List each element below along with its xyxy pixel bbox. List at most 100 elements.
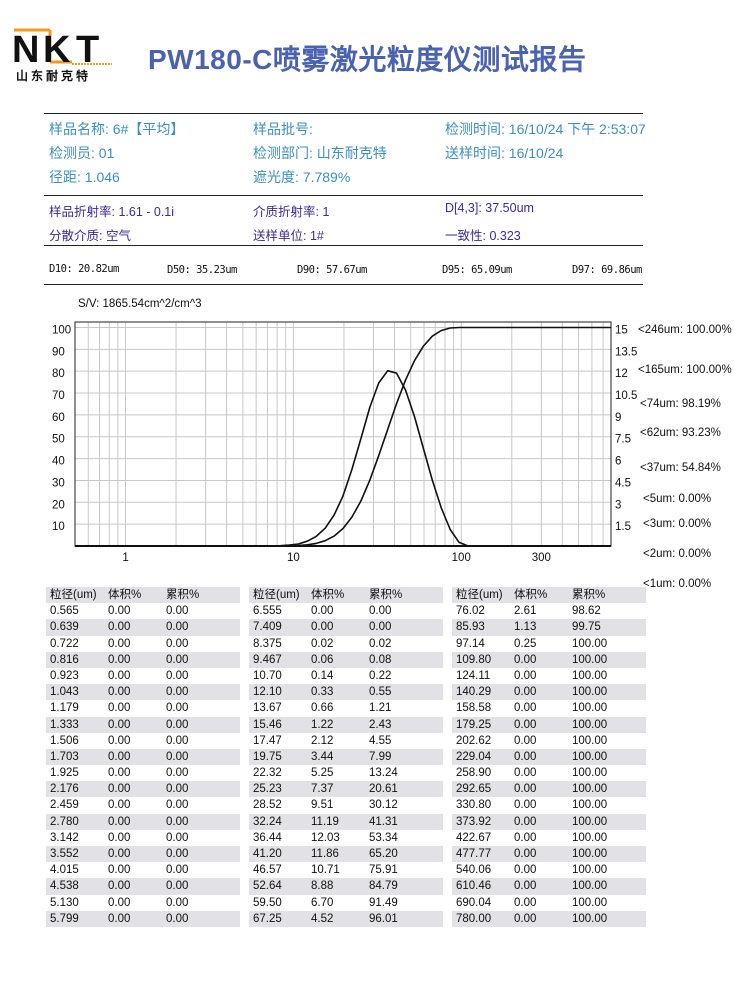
table-cell: 0.00	[108, 831, 131, 844]
table-cell: 540.06	[456, 864, 492, 877]
column-header: 累积%	[166, 589, 200, 601]
divider	[44, 195, 643, 196]
table-row: 477.77 0.00 100.00	[452, 846, 646, 863]
table-cell: 67.25	[253, 912, 282, 925]
table-row: 540.06 0.00 100.00	[452, 862, 646, 878]
send-time: 送样时间: 16/10/24	[445, 145, 564, 161]
x-tick-label: 10	[287, 552, 300, 564]
table-cell: 0.00	[514, 880, 537, 893]
table-cell: 100.00	[572, 912, 608, 925]
table-cell: 0.00	[166, 912, 189, 925]
column-header: 累积%	[572, 589, 606, 601]
table-row: 124.11 0.00 100.00	[452, 668, 646, 684]
divider	[44, 113, 643, 114]
table-cell: 11.19	[311, 815, 339, 828]
obscuration: 遮光度: 7.789%	[253, 169, 351, 185]
table-row: 0.565 0.00 0.00	[46, 603, 240, 619]
table-row: 15.46 1.22 2.43	[249, 716, 443, 733]
nkt-logo-mark: N K T	[12, 28, 112, 71]
table-cell: 1.22	[311, 718, 334, 731]
table-cell: 100.00	[572, 896, 608, 909]
table-cell: 100.00	[572, 880, 608, 893]
table-cell: 0.565	[50, 605, 79, 618]
table-row: 330.80 0.00 100.00	[452, 797, 646, 813]
table-row: 67.25 4.52 96.01	[249, 910, 443, 927]
table-row: 97.14 0.25 100.00	[452, 636, 646, 652]
table-cell: 12.10	[253, 686, 282, 699]
table-cell: 0.00	[514, 799, 537, 812]
nkt-logo: N K T 山东耐克特	[10, 28, 115, 84]
table-cell: 98.62	[572, 605, 601, 618]
table-cell: 75.91	[369, 864, 398, 877]
y-left-tick-label: 80	[52, 368, 65, 380]
y-right-tick-label: 6	[615, 456, 621, 468]
data-table-3: 粒径(um) 体积% 累积% 76.02 2.61 98.62 85.93 1.13 99.75…	[452, 587, 646, 927]
table-cell: 0.00	[108, 912, 131, 925]
cumulative-annotation: <246um: 100.00%	[638, 324, 732, 336]
table-row: 19.75 3.44 7.99	[249, 748, 443, 766]
table-cell: 202.62	[456, 734, 492, 747]
table-cell: 0.00	[166, 637, 189, 650]
table-cell: 0.00	[166, 880, 189, 893]
table-cell: 477.77	[456, 848, 492, 860]
table-row: 46.57 10.71 75.91	[249, 862, 443, 878]
table-row: 0.923 0.00 0.00	[46, 668, 240, 684]
table-cell: 0.00	[166, 799, 189, 812]
distance: 径距: 1.046	[49, 169, 120, 185]
table-row: 202.62 0.00 100.00	[452, 733, 646, 749]
table-cell: 100.00	[572, 848, 608, 860]
sender: 送样单位: 1#	[253, 229, 324, 243]
column-header: 体积%	[514, 589, 548, 601]
table-cell: 1.13	[514, 621, 537, 634]
column-header: 体积%	[311, 589, 345, 601]
tester: 检测员: 01	[49, 145, 115, 161]
table-cell: 0.00	[514, 896, 537, 909]
table-cell: 158.58	[456, 702, 492, 715]
table-cell: 0.00	[108, 734, 131, 747]
table-cell: 0.00	[108, 621, 131, 634]
x-tick-label: 1	[122, 552, 128, 564]
table-row: 12.10 0.33 0.55	[249, 684, 443, 701]
table-row: 22.32 5.25 13.24	[249, 765, 443, 781]
table-cell: 0.06	[311, 653, 334, 666]
table-row: 690.04 0.00 100.00	[452, 895, 646, 911]
table-cell: 1.506	[50, 734, 79, 747]
table-row: 76.02 2.61 98.62	[452, 603, 646, 619]
table-cell: 0.00	[166, 783, 189, 796]
divider	[44, 284, 643, 285]
y-left-tick-label: 10	[52, 521, 65, 533]
table-cell: 1.333	[50, 718, 79, 731]
table-cell: 0.00	[166, 621, 189, 634]
y-left-tick-label: 30	[52, 477, 65, 489]
test-time: 检测时间: 16/10/24 下午 2:53:07	[445, 121, 646, 137]
table-cell: 59.50	[253, 896, 282, 909]
table-cell: 0.00	[514, 750, 537, 763]
y-right-tick-label: 1.5	[615, 521, 631, 533]
table-row: 8.375 0.02 0.02	[249, 636, 443, 652]
table-row: 7.409 0.00 0.00	[249, 619, 443, 636]
table-cell: 0.816	[50, 653, 79, 666]
table-cell: 100.00	[572, 718, 608, 731]
sample-ri: 样品折射率: 1.61 - 0.1i	[49, 205, 175, 219]
table-cell: 0.00	[514, 702, 537, 715]
table-cell: 100.00	[572, 702, 608, 715]
d50: D50: 35.23um	[167, 264, 237, 276]
table-cell: 0.00	[108, 799, 131, 812]
table-cell: 97.14	[456, 637, 485, 650]
table-cell: 0.00	[369, 605, 392, 618]
table-cell: 4.538	[50, 880, 79, 893]
x-tick-label: 100	[452, 552, 471, 564]
table-cell: 100.00	[572, 669, 608, 682]
table-cell: 5.799	[50, 912, 79, 925]
table-cell: 0.00	[108, 815, 131, 828]
table-cell: 0.00	[514, 815, 537, 828]
table-row: 41.20 11.86 65.20	[249, 846, 443, 863]
table-cell: 100.00	[572, 815, 608, 828]
y-left-tick-label: 60	[52, 412, 65, 424]
y-left-tick-label: 20	[52, 499, 65, 511]
y-left-tick-label: 40	[52, 456, 65, 468]
table-cell: 0.00	[108, 605, 131, 618]
y-right-tick-label: 7.5	[615, 434, 631, 446]
table-cell: 422.67	[456, 831, 492, 844]
table-row: 59.50 6.70 91.49	[249, 895, 443, 911]
